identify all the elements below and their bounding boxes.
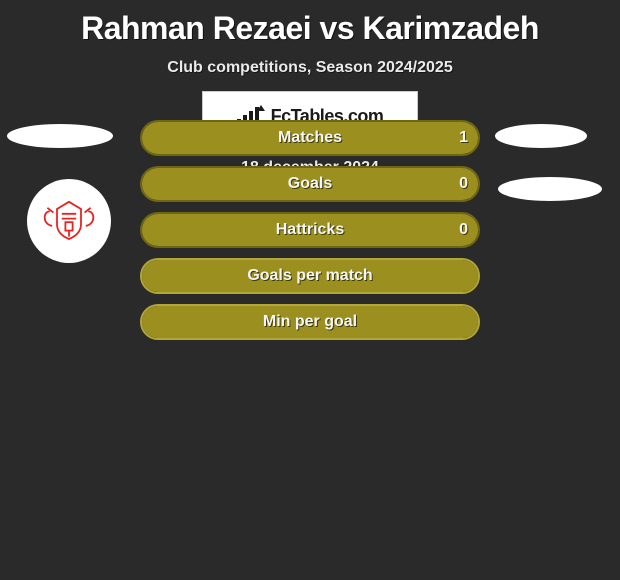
- stat-value-right: 0: [459, 175, 468, 193]
- stats-area: Matches 1 Goals 0 Hattricks 0 Goals per match M…: [0, 120, 620, 350]
- stat-label: Min per goal: [263, 313, 357, 331]
- stat-row-min-per-goal: Min per goal: [140, 304, 480, 340]
- page-title: Rahman Rezaei vs Karimzadeh: [0, 0, 620, 47]
- stat-label: Goals per match: [247, 267, 372, 285]
- stat-row-matches: Matches 1: [140, 120, 480, 156]
- stat-fill-left: [142, 168, 310, 200]
- stat-label: Goals: [288, 175, 332, 193]
- stat-value-right: 1: [459, 129, 468, 147]
- subtitle: Club competitions, Season 2024/2025: [0, 59, 620, 77]
- stat-label: Matches: [278, 129, 342, 147]
- stat-fill-right: [310, 168, 478, 200]
- stat-label: Hattricks: [276, 221, 344, 239]
- stat-row-goals-per-match: Goals per match: [140, 258, 480, 294]
- stat-row-goals: Goals 0: [140, 166, 480, 202]
- stat-value-right: 0: [459, 221, 468, 239]
- stat-row-hattricks: Hattricks 0: [140, 212, 480, 248]
